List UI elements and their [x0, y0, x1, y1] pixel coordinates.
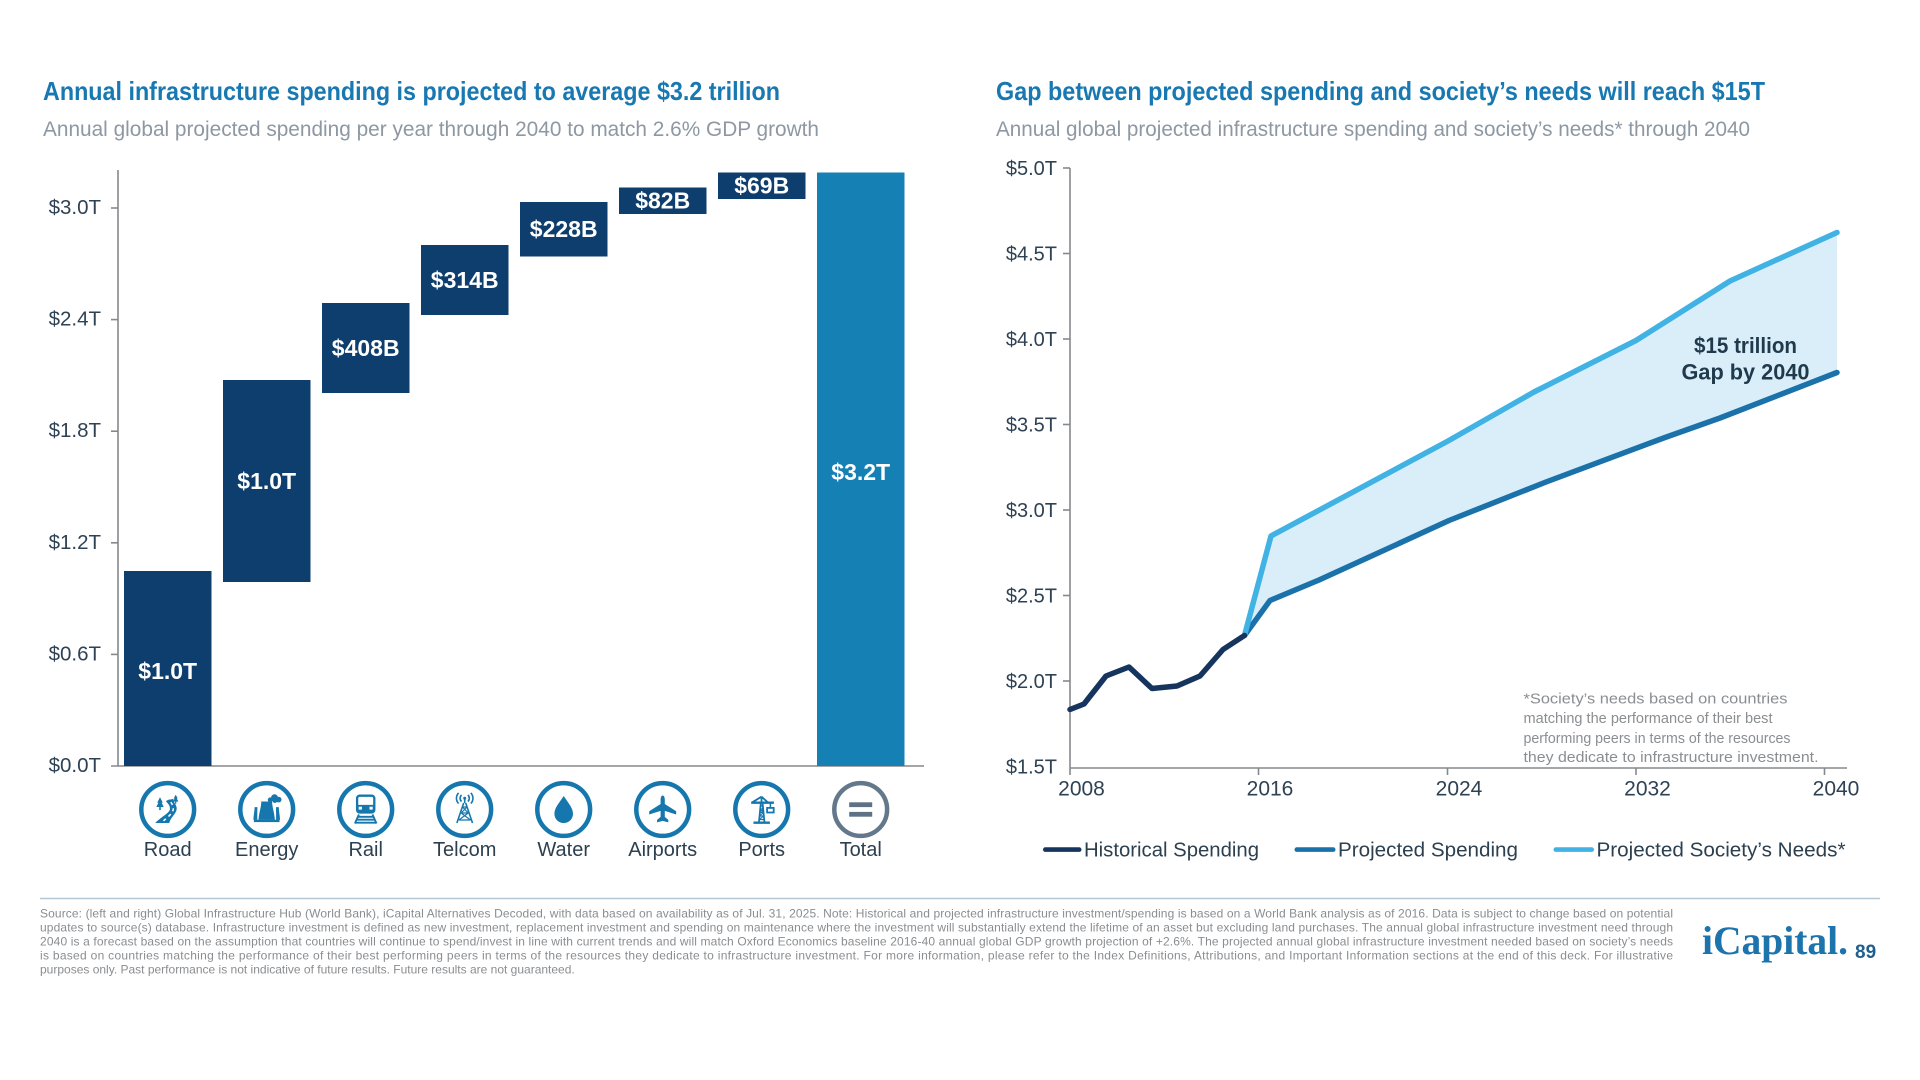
svg-text:Annual global projected infras: Annual global projected infrastructure s…: [996, 118, 1750, 141]
svg-text:$1.8T: $1.8T: [49, 419, 102, 442]
svg-text:$1.0T: $1.0T: [138, 658, 197, 684]
svg-text:is based on countries matching: is based on countries matching the perfo…: [40, 949, 1673, 963]
svg-text:Annual infrastructure spending: Annual infrastructure spending is projec…: [43, 76, 780, 106]
svg-text:Airports: Airports: [628, 839, 697, 861]
svg-text:*Society’s needs based on coun: *Society’s needs based on countries: [1524, 691, 1788, 708]
svg-text:$5.0T: $5.0T: [1006, 158, 1057, 180]
svg-text:$15 trillion: $15 trillion: [1694, 333, 1797, 358]
svg-text:$408B: $408B: [332, 335, 400, 361]
svg-text:Road: Road: [144, 839, 192, 861]
svg-text:$82B: $82B: [635, 188, 690, 214]
svg-text:$1.0T: $1.0T: [237, 468, 296, 494]
svg-text:$3.2T: $3.2T: [831, 459, 890, 485]
svg-text:Projected Spending: Projected Spending: [1338, 840, 1518, 862]
svg-text:Energy: Energy: [235, 839, 298, 861]
svg-text:Rail: Rail: [348, 839, 382, 861]
svg-text:$1.5T: $1.5T: [1006, 757, 1057, 779]
svg-text:iCapital.: iCapital.: [1702, 918, 1848, 963]
svg-text:Total: Total: [840, 839, 882, 861]
svg-text:purposes only. Past performanc: purposes only. Past performance is not i…: [40, 963, 575, 977]
svg-text:Gap between projected spending: Gap between projected spending and socie…: [996, 76, 1765, 106]
svg-text:2040: 2040: [1813, 778, 1860, 801]
svg-text:$1.2T: $1.2T: [49, 531, 102, 554]
svg-text:Source: (left and right) Globa: Source: (left and right) Global Infrastr…: [40, 907, 1673, 921]
svg-text:$4.0T: $4.0T: [1006, 329, 1057, 351]
svg-text:updates to source(s) database.: updates to source(s) database. Infrastru…: [40, 921, 1673, 935]
svg-text:2016: 2016: [1247, 778, 1294, 801]
svg-text:Annual global projected spendi: Annual global projected spending per yea…: [43, 118, 819, 141]
svg-text:$2.0T: $2.0T: [1006, 671, 1057, 693]
svg-text:Historical Spending: Historical Spending: [1084, 840, 1259, 862]
svg-text:2040 is a forecast based on th: 2040 is a forecast based on the assumpti…: [40, 935, 1673, 949]
svg-text:2032: 2032: [1624, 778, 1671, 801]
svg-text:89: 89: [1855, 942, 1876, 963]
svg-text:Telcom: Telcom: [433, 839, 496, 861]
svg-text:$2.4T: $2.4T: [49, 308, 102, 331]
svg-text:Water: Water: [537, 839, 590, 861]
svg-text:performing peers in terms of t: performing peers in terms of the resourc…: [1524, 730, 1791, 747]
svg-text:they dedicate to infrastructur: they dedicate to infrastructure investme…: [1524, 749, 1819, 766]
svg-text:$228B: $228B: [530, 216, 598, 242]
svg-text:$3.5T: $3.5T: [1006, 415, 1057, 437]
svg-text:Projected Society’s Needs*: Projected Society’s Needs*: [1597, 840, 1846, 862]
svg-text:matching the performance of th: matching the performance of their best: [1524, 710, 1774, 727]
svg-text:$2.5T: $2.5T: [1006, 586, 1057, 608]
svg-text:$0.0T: $0.0T: [49, 754, 102, 777]
svg-text:$69B: $69B: [734, 173, 789, 199]
svg-text:Gap by 2040: Gap by 2040: [1682, 360, 1810, 385]
svg-text:2008: 2008: [1058, 778, 1105, 801]
svg-text:$0.6T: $0.6T: [49, 642, 102, 665]
svg-text:2024: 2024: [1436, 778, 1483, 801]
svg-text:$314B: $314B: [431, 267, 499, 293]
svg-text:$4.5T: $4.5T: [1006, 244, 1057, 266]
svg-text:$3.0T: $3.0T: [1006, 500, 1057, 522]
svg-text:Ports: Ports: [738, 839, 785, 861]
svg-text:$3.0T: $3.0T: [49, 196, 102, 219]
